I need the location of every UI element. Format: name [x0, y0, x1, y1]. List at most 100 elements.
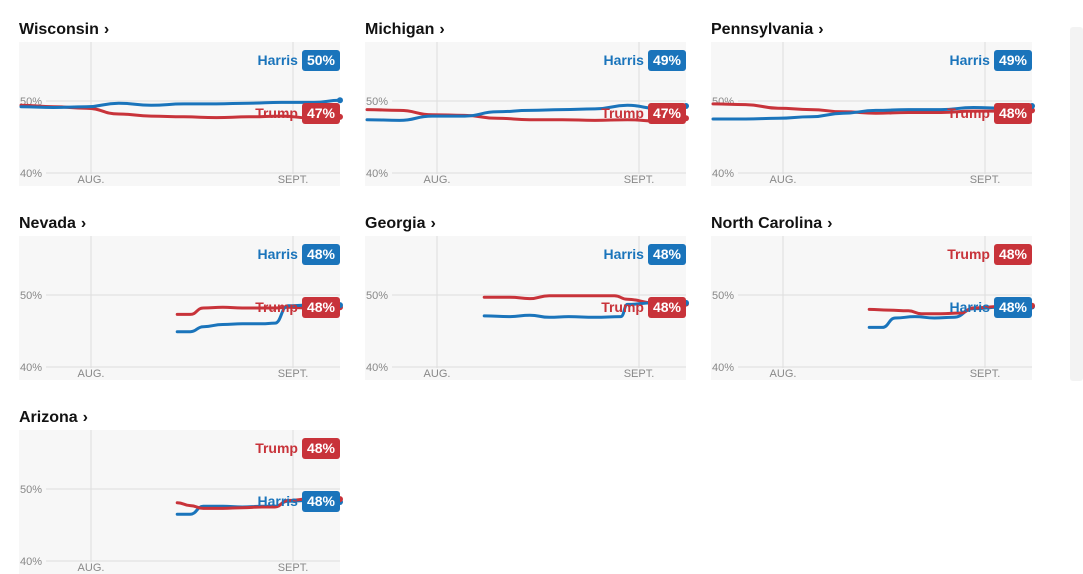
candidate-value-badge: 48% — [301, 490, 340, 512]
state-title-pennsylvania[interactable]: Pennsylvania › — [711, 18, 824, 42]
candidate-name: Harris — [949, 52, 990, 68]
x-tick-label: SEPT. — [970, 174, 1001, 186]
x-tick-label: AUG. — [424, 174, 451, 186]
candidate-name: Harris — [603, 246, 644, 262]
line-chart-michigan: 50% 40% AUG. SEPT. — [365, 42, 689, 186]
state-polling-grid: Wisconsin › 50% 40% AUG. SEPT. Harris 50% Trump 4… — [19, 18, 1035, 574]
series-label-trump: Trump 48% — [255, 437, 340, 459]
y-tick-label: 40% — [366, 362, 388, 374]
candidate-name: Harris — [257, 52, 298, 68]
candidate-value-badge: 49% — [993, 49, 1032, 71]
candidate-name: Trump — [601, 299, 644, 315]
x-tick-label: SEPT. — [278, 174, 309, 186]
chevron-right-icon: › — [103, 21, 110, 38]
x-tick-label: AUG. — [770, 174, 797, 186]
series-line-trump — [867, 304, 1034, 316]
y-tick-label: 40% — [20, 168, 42, 180]
plot-area: 50% 40% AUG. SEPT. Harris 49% Trump 47% — [365, 42, 689, 186]
chevron-right-icon: › — [82, 409, 88, 426]
y-tick-label: 50% — [712, 96, 734, 108]
state-title-text: Michigan — [365, 21, 435, 38]
y-tick-label: 40% — [366, 168, 388, 180]
series-label-harris: Harris 48% — [257, 243, 340, 265]
x-tick-label: SEPT. — [278, 368, 309, 380]
series-line-harris — [365, 103, 688, 122]
state-title-nevada[interactable]: Nevada › — [19, 212, 86, 236]
series-label-harris: Harris 48% — [949, 296, 1032, 318]
plot-area: 50% 40% AUG. SEPT. Harris 50% Trump 47% — [19, 42, 343, 186]
candidate-value-badge: 47% — [301, 102, 340, 124]
x-tick-label: AUG. — [78, 562, 105, 574]
series-label-harris: Harris 48% — [257, 490, 340, 512]
y-tick-label: 40% — [20, 556, 42, 568]
x-tick-label: SEPT. — [624, 174, 655, 186]
state-title-text: Nevada — [19, 215, 76, 232]
scrollbar[interactable] — [1070, 27, 1083, 381]
y-tick-label: 50% — [366, 96, 388, 108]
x-tick-label: AUG. — [770, 368, 797, 380]
series-label-harris: Harris 48% — [603, 243, 686, 265]
candidate-name: Harris — [257, 493, 298, 509]
series-end-point-harris — [337, 97, 343, 104]
plot-area: 50% 40% AUG. SEPT. Trump 48% Harris 48% — [19, 430, 343, 574]
candidate-value-badge: 48% — [647, 296, 686, 318]
state-title-arizona[interactable]: Arizona › — [19, 406, 88, 430]
series-line-harris — [482, 301, 688, 319]
candidate-value-badge: 48% — [993, 296, 1032, 318]
series-label-harris: Harris 49% — [949, 49, 1032, 71]
candidate-value-badge: 49% — [647, 49, 686, 71]
candidate-value-badge: 47% — [647, 102, 686, 124]
state-title-wisconsin[interactable]: Wisconsin › — [19, 18, 109, 42]
plot-area: 50% 40% AUG. SEPT. Trump 48% Harris 48% — [711, 236, 1035, 380]
line-chart-nevada: 50% 40% AUG. SEPT. — [20, 236, 343, 380]
candidate-value-badge: 48% — [301, 243, 340, 265]
state-title-michigan[interactable]: Michigan › — [365, 18, 445, 42]
x-tick-label: AUG. — [424, 368, 451, 380]
state-title-text: Georgia — [365, 215, 426, 232]
series-line-trump — [711, 102, 1034, 115]
candidate-value-badge: 48% — [993, 243, 1032, 265]
y-tick-label: 40% — [20, 362, 42, 374]
candidate-name: Trump — [255, 299, 298, 315]
candidate-value-badge: 50% — [301, 49, 340, 71]
series-label-trump: Trump 48% — [255, 296, 340, 318]
series-label-trump: Trump 47% — [255, 102, 340, 124]
candidate-name: Harris — [603, 52, 644, 68]
x-tick-label: SEPT. — [278, 562, 309, 574]
plot-area: 50% 40% AUG. SEPT. Harris 48% Trump 48% — [19, 236, 343, 380]
candidate-name: Trump — [255, 105, 298, 121]
series-label-trump: Trump 48% — [947, 243, 1032, 265]
series-line-trump — [175, 497, 342, 510]
x-tick-label: AUG. — [78, 368, 105, 380]
series-label-harris: Harris 49% — [603, 49, 686, 71]
candidate-name: Harris — [949, 299, 990, 315]
candidate-value-badge: 48% — [301, 296, 340, 318]
state-title-north-carolina[interactable]: North Carolina › — [711, 212, 832, 236]
y-tick-label: 50% — [20, 290, 42, 302]
candidate-value-badge: 48% — [993, 102, 1032, 124]
state-title-georgia[interactable]: Georgia › — [365, 212, 436, 236]
state-title-text: Wisconsin — [19, 21, 99, 38]
state-title-text: Pennsylvania — [711, 21, 814, 38]
state-title-text: North Carolina — [711, 215, 823, 232]
chevron-right-icon: › — [439, 21, 445, 38]
series-line-harris — [711, 104, 1034, 121]
candidate-name: Harris — [257, 246, 298, 262]
y-tick-label: 50% — [712, 290, 734, 302]
plot-area: 50% 40% AUG. SEPT. Harris 49% Trump 48% — [711, 42, 1035, 186]
series-line-trump — [482, 294, 688, 306]
line-chart-georgia: 50% 40% AUG. SEPT. — [366, 236, 689, 380]
x-tick-label: AUG. — [78, 174, 105, 186]
plot-area: 50% 40% AUG. SEPT. Harris 48% Trump 48% — [365, 236, 689, 380]
series-label-trump: Trump 48% — [601, 296, 686, 318]
line-chart-pennsylvania: 50% 40% AUG. SEPT. — [711, 42, 1035, 186]
state-title-text: Arizona — [19, 409, 78, 426]
series-label-trump: Trump 48% — [947, 102, 1032, 124]
candidate-value-badge: 48% — [301, 437, 340, 459]
y-tick-label: 40% — [712, 362, 734, 374]
series-line-trump — [175, 305, 342, 316]
y-tick-label: 40% — [712, 168, 734, 180]
candidate-name: Trump — [601, 105, 644, 121]
candidate-name: Trump — [947, 246, 990, 262]
x-tick-label: SEPT. — [624, 368, 655, 380]
